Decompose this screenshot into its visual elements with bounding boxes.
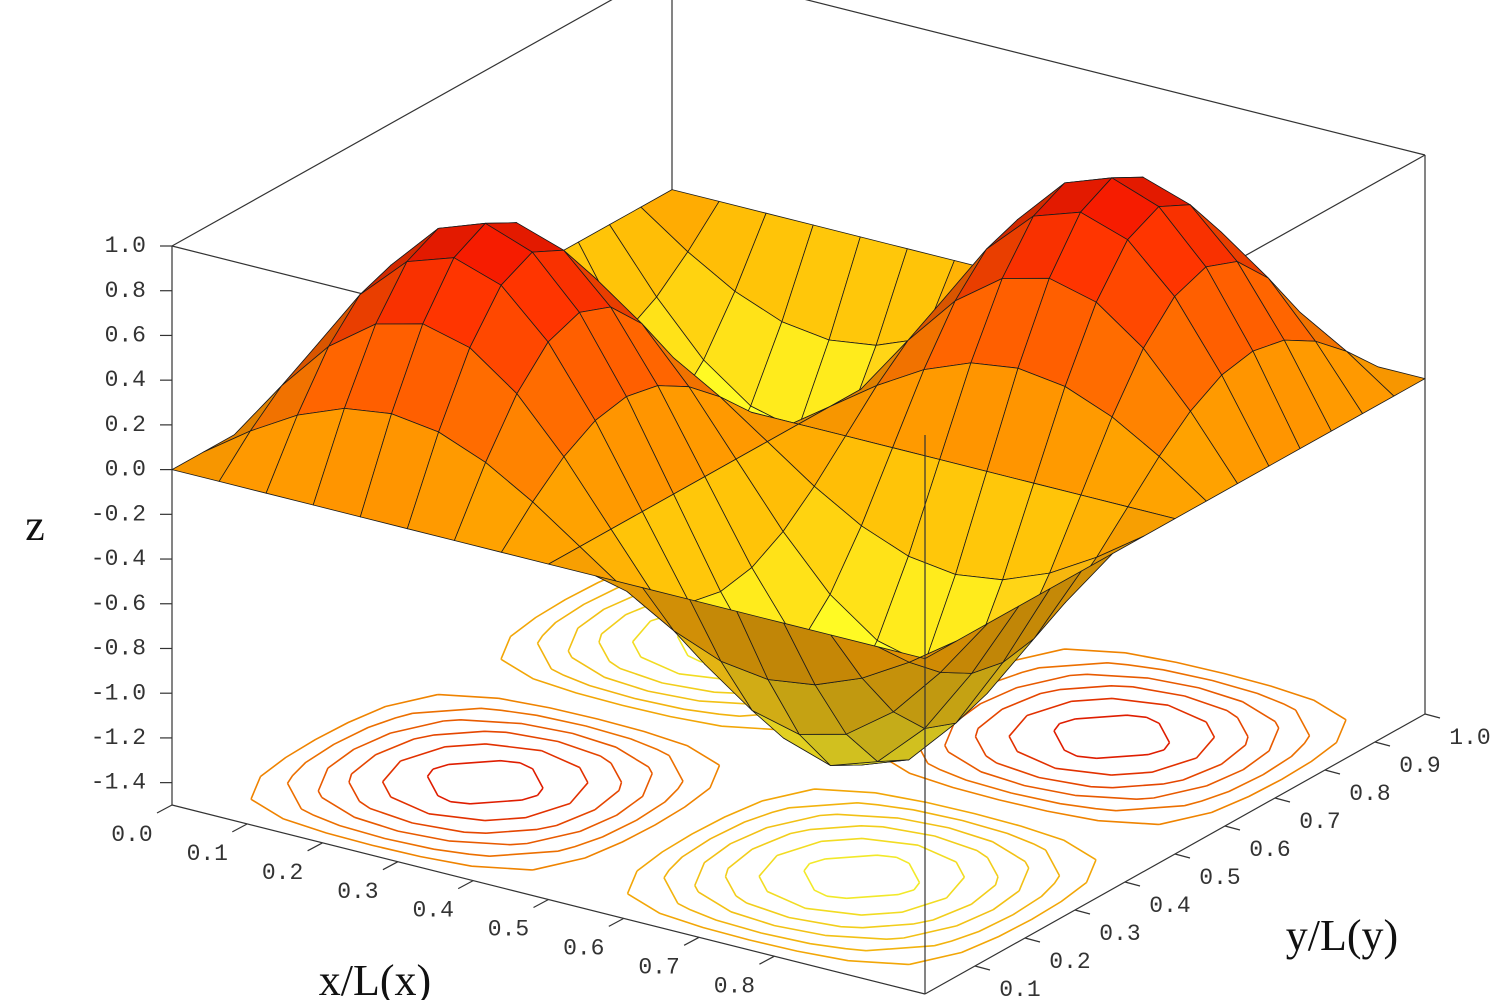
x-axis-title: x/L(x): [319, 956, 431, 1000]
y-tick: [1424, 713, 1441, 719]
z-tick-label: -0.8: [91, 636, 146, 662]
y-tick-label: 0.8: [1349, 781, 1390, 807]
x-tick-label: 0.1: [187, 841, 228, 867]
z-tick-label: -1.4: [91, 770, 146, 796]
x-tick: [382, 861, 399, 871]
x-tick-label: 0.5: [488, 917, 529, 943]
z-tick-label: 0.6: [105, 323, 146, 349]
z-tick-label: 1.0: [105, 233, 146, 259]
x-tick-label: 0.0: [111, 822, 152, 848]
z-tick-label: -0.6: [91, 591, 146, 617]
y-axis-title: y/L(y): [1286, 911, 1398, 960]
z-tick-label: 0.0: [105, 457, 146, 483]
z-axis-title: z: [25, 501, 45, 550]
x-tick-label: 0.6: [563, 935, 604, 961]
contour-line: [348, 685, 1249, 834]
x-tick-label: 0.2: [262, 860, 303, 886]
contour-line: [381, 697, 1216, 822]
x-tick-label: 0.3: [337, 879, 378, 905]
y-tick-label: 0.6: [1249, 837, 1290, 863]
surface-cell: [877, 640, 957, 663]
x-tick-label: 0.8: [714, 973, 755, 999]
box-edge: [171, 0, 613, 247]
x-tick: [156, 804, 173, 814]
z-tick-label: 0.4: [105, 367, 146, 393]
y-tick: [1374, 741, 1391, 747]
x-tick: [533, 898, 549, 909]
x-tick-label: 0.4: [412, 898, 453, 924]
z-tick-label: -0.4: [91, 546, 146, 572]
contour-line: [250, 648, 1347, 871]
x-tick: [683, 936, 700, 946]
contour-line: [317, 673, 1280, 846]
x-tick: [608, 917, 625, 927]
contour-line: [426, 714, 1171, 805]
z-tick-label: 0.2: [105, 412, 146, 438]
y-tick: [1224, 825, 1241, 831]
z-tick-label: -1.0: [91, 680, 146, 706]
y-tick: [1024, 937, 1041, 943]
z-tick-label: -0.2: [91, 501, 146, 527]
x-tick-label: 0.7: [638, 954, 679, 980]
y-tick-label: 0.7: [1299, 809, 1340, 835]
y-tick-label: 0.1: [999, 977, 1040, 1000]
z-tick-label: -1.2: [91, 725, 146, 751]
y-tick-label: 0.3: [1099, 921, 1140, 947]
y-tick-label: 0.9: [1399, 753, 1440, 779]
y-tick: [1274, 797, 1291, 803]
box-edge: [804, 0, 1426, 156]
y-tick-label: 1.0: [1449, 725, 1490, 751]
y-tick: [1074, 909, 1091, 915]
x-tick: [232, 823, 248, 833]
x-tick: [759, 955, 775, 965]
y-tick-label: 0.5: [1199, 865, 1240, 891]
y-tick-label: 0.4: [1149, 893, 1190, 919]
y-tick: [1174, 853, 1191, 859]
y-tick: [1124, 881, 1141, 887]
y-tick: [974, 965, 991, 971]
z-tick-label: 0.8: [105, 278, 146, 304]
x-tick: [307, 842, 323, 852]
y-tick: [1324, 769, 1341, 775]
y-tick-label: 0.2: [1049, 949, 1090, 975]
x-tick: [457, 880, 474, 890]
